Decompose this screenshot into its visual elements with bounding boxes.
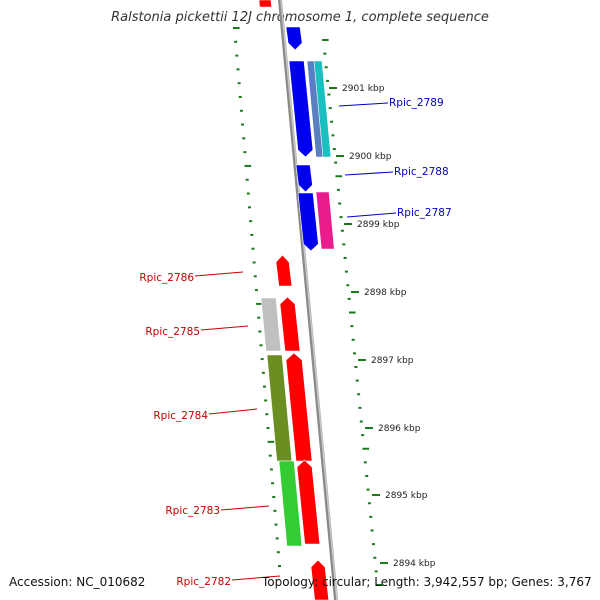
tick-label: 2898 kbp (364, 288, 407, 298)
cds-top-partial (258, 0, 272, 8)
cds-rpic-2788 (295, 164, 313, 193)
cds-rpic-2787 (297, 192, 319, 252)
cds-rpic-2786 (275, 254, 293, 287)
backbone-line (278, 0, 338, 600)
gene-label: Rpic_2789 (389, 97, 444, 109)
backbone-highlight (280, 0, 338, 600)
summary-text: Topology: circular; Length: 3,942,557 bp… (262, 575, 592, 589)
gene-leader-line (220, 505, 270, 511)
gene-label: Rpic_2784 (153, 410, 208, 422)
cds-rpic-2783 (296, 459, 321, 545)
tick-label: 2896 kbp (378, 424, 421, 434)
tick-label: 2901 kbp (342, 84, 385, 94)
gene-leader-line (194, 271, 244, 277)
cog-rpic-2783 (278, 460, 303, 547)
gene-leader-line (346, 212, 397, 218)
gene-label: Rpic_2785 (145, 326, 200, 338)
gene-leader-line (344, 171, 394, 176)
gene-label: Rpic_2783 (165, 505, 220, 517)
cds-top-blue (285, 26, 303, 51)
accession-text: Accession: NC_010682 (9, 575, 146, 589)
cds-rpic-2785 (279, 296, 301, 352)
gene-leader-line (231, 575, 281, 581)
gene-label: Rpic_2787 (397, 207, 452, 219)
gene-label: Rpic_2786 (139, 272, 194, 284)
cog-rpic-2789-b (313, 60, 332, 158)
cog-rpic-2787 (315, 191, 335, 250)
tick-label: 2900 kbp (349, 152, 392, 162)
cds-rpic-2789 (288, 60, 314, 158)
tick-label: 2895 kbp (385, 491, 428, 501)
gene-label: Rpic_2782 (176, 576, 231, 588)
gene-label: Rpic_2788 (394, 166, 449, 178)
gene-leader-line (200, 325, 249, 331)
tick-label: 2894 kbp (393, 559, 436, 569)
cog-rpic-2785 (260, 297, 282, 352)
tick-label: 2897 kbp (371, 356, 414, 366)
tick-label: 2899 kbp (357, 220, 400, 230)
gene-leader-line (338, 102, 389, 107)
map-title: Ralstonia pickettii 12J chromosome 1, co… (111, 10, 489, 25)
gene-leader-line (208, 408, 258, 415)
cds-rpic-2782 (310, 559, 330, 600)
